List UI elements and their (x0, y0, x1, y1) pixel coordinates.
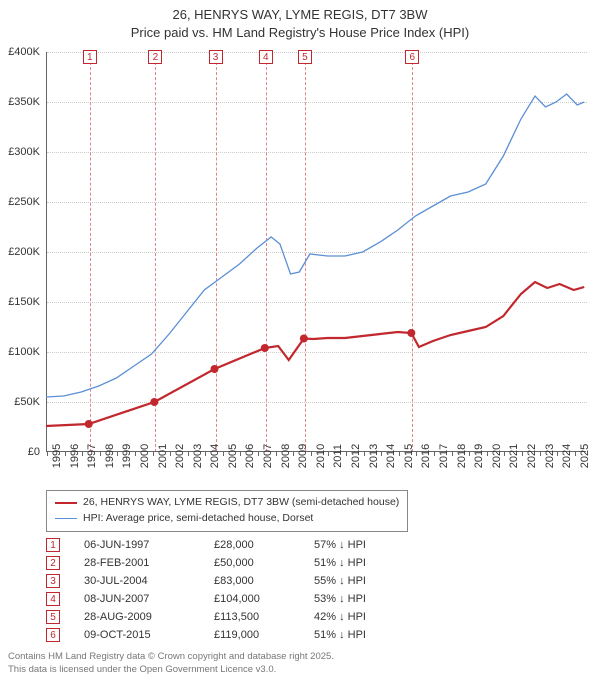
x-tick (153, 452, 154, 456)
sale-row-number: 2 (46, 556, 60, 570)
y-axis-label: £400K (0, 46, 40, 58)
x-tick (100, 452, 101, 456)
legend-box: 26, HENRYS WAY, LYME REGIS, DT7 3BW (sem… (46, 490, 408, 532)
y-axis-label: £300K (0, 146, 40, 158)
sale-row: 2 28-FEB-2001£50,00051% ↓ HPI (46, 554, 414, 572)
legend-swatch-price-paid (55, 502, 77, 504)
sale-row-price: £83,000 (214, 575, 314, 587)
x-tick (328, 452, 329, 456)
x-tick (469, 452, 470, 456)
sale-row-number: 3 (46, 574, 60, 588)
legend-label-hpi: HPI: Average price, semi-detached house,… (83, 511, 313, 527)
series-line-hpi (46, 94, 584, 397)
x-tick (65, 452, 66, 456)
sale-row-date: 08-JUN-2007 (84, 593, 214, 605)
x-tick (205, 452, 206, 456)
sale-row-diff: 53% ↓ HPI (314, 593, 414, 605)
sale-row-price: £28,000 (214, 539, 314, 551)
sale-point-marker (300, 335, 308, 343)
x-tick (293, 452, 294, 456)
sale-point-marker (211, 365, 219, 373)
chart-title: 26, HENRYS WAY, LYME REGIS, DT7 3BW Pric… (0, 0, 600, 41)
sale-row-diff: 57% ↓ HPI (314, 539, 414, 551)
x-tick (311, 452, 312, 456)
sale-row-price: £104,000 (214, 593, 314, 605)
footer-line-2: This data is licensed under the Open Gov… (8, 664, 334, 676)
sale-point-marker (150, 398, 158, 406)
x-tick (170, 452, 171, 456)
x-tick (240, 452, 241, 456)
y-axis-label: £200K (0, 246, 40, 258)
sale-row-number: 5 (46, 610, 60, 624)
series-line-price_paid (46, 282, 584, 426)
x-tick (47, 452, 48, 456)
y-axis-label: £100K (0, 346, 40, 358)
x-tick (452, 452, 453, 456)
sale-row-number: 6 (46, 628, 60, 642)
sale-row: 5 28-AUG-2009£113,50042% ↓ HPI (46, 608, 414, 626)
y-axis-label: £350K (0, 96, 40, 108)
sale-point-marker (261, 344, 269, 352)
x-tick (82, 452, 83, 456)
x-tick (381, 452, 382, 456)
y-axis-label: £250K (0, 196, 40, 208)
y-axis-label: £0 (0, 446, 40, 458)
x-tick (276, 452, 277, 456)
title-line-1: 26, HENRYS WAY, LYME REGIS, DT7 3BW (0, 6, 600, 24)
sales-table: 1 06-JUN-1997£28,00057% ↓ HPI 2 28-FEB-2001… (46, 536, 414, 644)
title-line-2: Price paid vs. HM Land Registry's House … (0, 24, 600, 42)
x-tick (416, 452, 417, 456)
chart-svg (46, 52, 586, 452)
footer-attribution: Contains HM Land Registry data © Crown c… (8, 651, 334, 676)
legend-swatch-hpi (55, 518, 77, 519)
x-tick (522, 452, 523, 456)
sale-row-number: 4 (46, 592, 60, 606)
sale-row-date: 30-JUL-2004 (84, 575, 214, 587)
x-tick (188, 452, 189, 456)
x-tick (364, 452, 365, 456)
sale-row: 6 09-OCT-2015£119,00051% ↓ HPI (46, 626, 414, 644)
x-tick (434, 452, 435, 456)
x-tick (346, 452, 347, 456)
sale-row-diff: 42% ↓ HPI (314, 611, 414, 623)
y-axis-label: £150K (0, 296, 40, 308)
sale-row-date: 28-FEB-2001 (84, 557, 214, 569)
legend-label-price-paid: 26, HENRYS WAY, LYME REGIS, DT7 3BW (sem… (83, 495, 399, 511)
sale-row-date: 28-AUG-2009 (84, 611, 214, 623)
footer-line-1: Contains HM Land Registry data © Crown c… (8, 651, 334, 663)
x-tick (399, 452, 400, 456)
x-tick (575, 452, 576, 456)
chart-plot-area: £0£50K£100K£150K£200K£250K£300K£350K£400… (46, 52, 586, 452)
sale-row-date: 06-JUN-1997 (84, 539, 214, 551)
x-tick (540, 452, 541, 456)
x-tick (135, 452, 136, 456)
legend-item-price-paid: 26, HENRYS WAY, LYME REGIS, DT7 3BW (sem… (55, 495, 399, 511)
sale-row-diff: 51% ↓ HPI (314, 629, 414, 641)
sale-row-diff: 51% ↓ HPI (314, 557, 414, 569)
sale-row-date: 09-OCT-2015 (84, 629, 214, 641)
sale-point-marker (407, 329, 415, 337)
sale-row: 1 06-JUN-1997£28,00057% ↓ HPI (46, 536, 414, 554)
sale-point-marker (85, 420, 93, 428)
sale-row: 4 08-JUN-2007£104,00053% ↓ HPI (46, 590, 414, 608)
sale-row-diff: 55% ↓ HPI (314, 575, 414, 587)
sale-row-price: £119,000 (214, 629, 314, 641)
x-tick (223, 452, 224, 456)
sale-row: 3 30-JUL-2004£83,00055% ↓ HPI (46, 572, 414, 590)
x-tick (487, 452, 488, 456)
y-axis-label: £50K (0, 396, 40, 408)
x-tick (557, 452, 558, 456)
sale-row-number: 1 (46, 538, 60, 552)
sale-row-price: £113,500 (214, 611, 314, 623)
sale-row-price: £50,000 (214, 557, 314, 569)
x-tick (504, 452, 505, 456)
legend-item-hpi: HPI: Average price, semi-detached house,… (55, 511, 399, 527)
x-tick (117, 452, 118, 456)
x-tick (258, 452, 259, 456)
